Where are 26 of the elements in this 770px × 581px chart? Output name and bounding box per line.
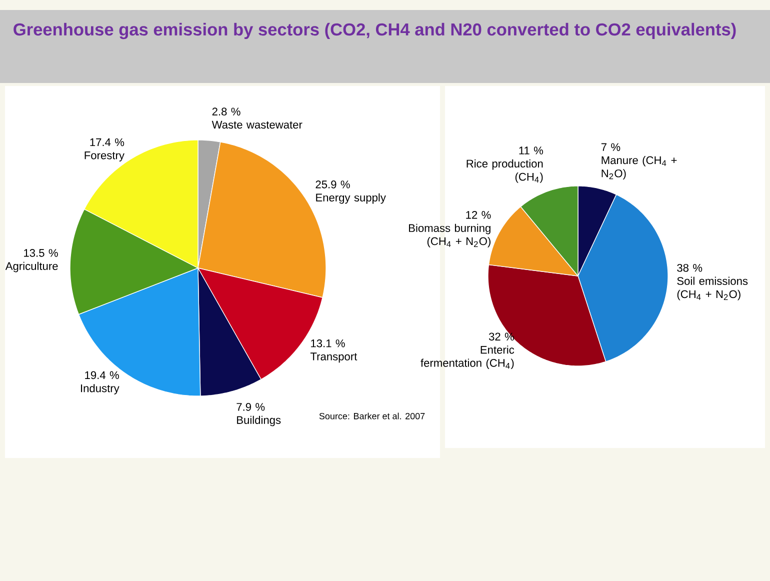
slice-label: Biomass burning (CH$_{4}$ + N$_{2}$O)	[409, 224, 490, 248]
slice-label: Enteric fermentation (CH$_{4}$)	[420, 346, 514, 370]
slice-label: Rice production (CH$_{4}$)	[466, 159, 543, 183]
data-label: 32 %	[488, 332, 514, 341]
slice-label: Buildings	[237, 416, 281, 426]
slice-label: Transport	[310, 352, 358, 363]
slice-label: Waste wastewater	[212, 120, 302, 129]
data-label: 38 %	[677, 264, 702, 272]
data-label: 7.9 %	[236, 403, 265, 411]
source-note: Source: Barker et al. 2007	[319, 412, 425, 420]
data-label: 13.1 %	[311, 339, 345, 348]
slice-label: Soil emissions (CH$_{4}$ + N$_{2}$O)	[677, 276, 748, 300]
data-label: 7 %	[601, 143, 620, 151]
data-label: 17.4 %	[90, 138, 124, 146]
slice-label: Agriculture	[5, 262, 58, 272]
data-label: 2.8 %	[212, 108, 240, 116]
data-label: 13.5 %	[24, 249, 58, 257]
data-label: 25.9 %	[316, 180, 350, 188]
data-label: 19.4 %	[85, 371, 119, 380]
chart-title: Greenhouse gas emission by sectors (CO2, CH4 and N20 converted to CO2 equivalents)	[14, 22, 736, 40]
data-label: 12 %	[466, 211, 491, 219]
slice-label: Industry	[81, 384, 120, 394]
category-label: Manure (CH$_{4}$ + N$_{2}$O)	[602, 156, 677, 180]
data-label: 11 %	[519, 146, 544, 154]
slice-label: Energy supply	[316, 193, 386, 204]
slice-label: Forestry	[84, 152, 124, 162]
